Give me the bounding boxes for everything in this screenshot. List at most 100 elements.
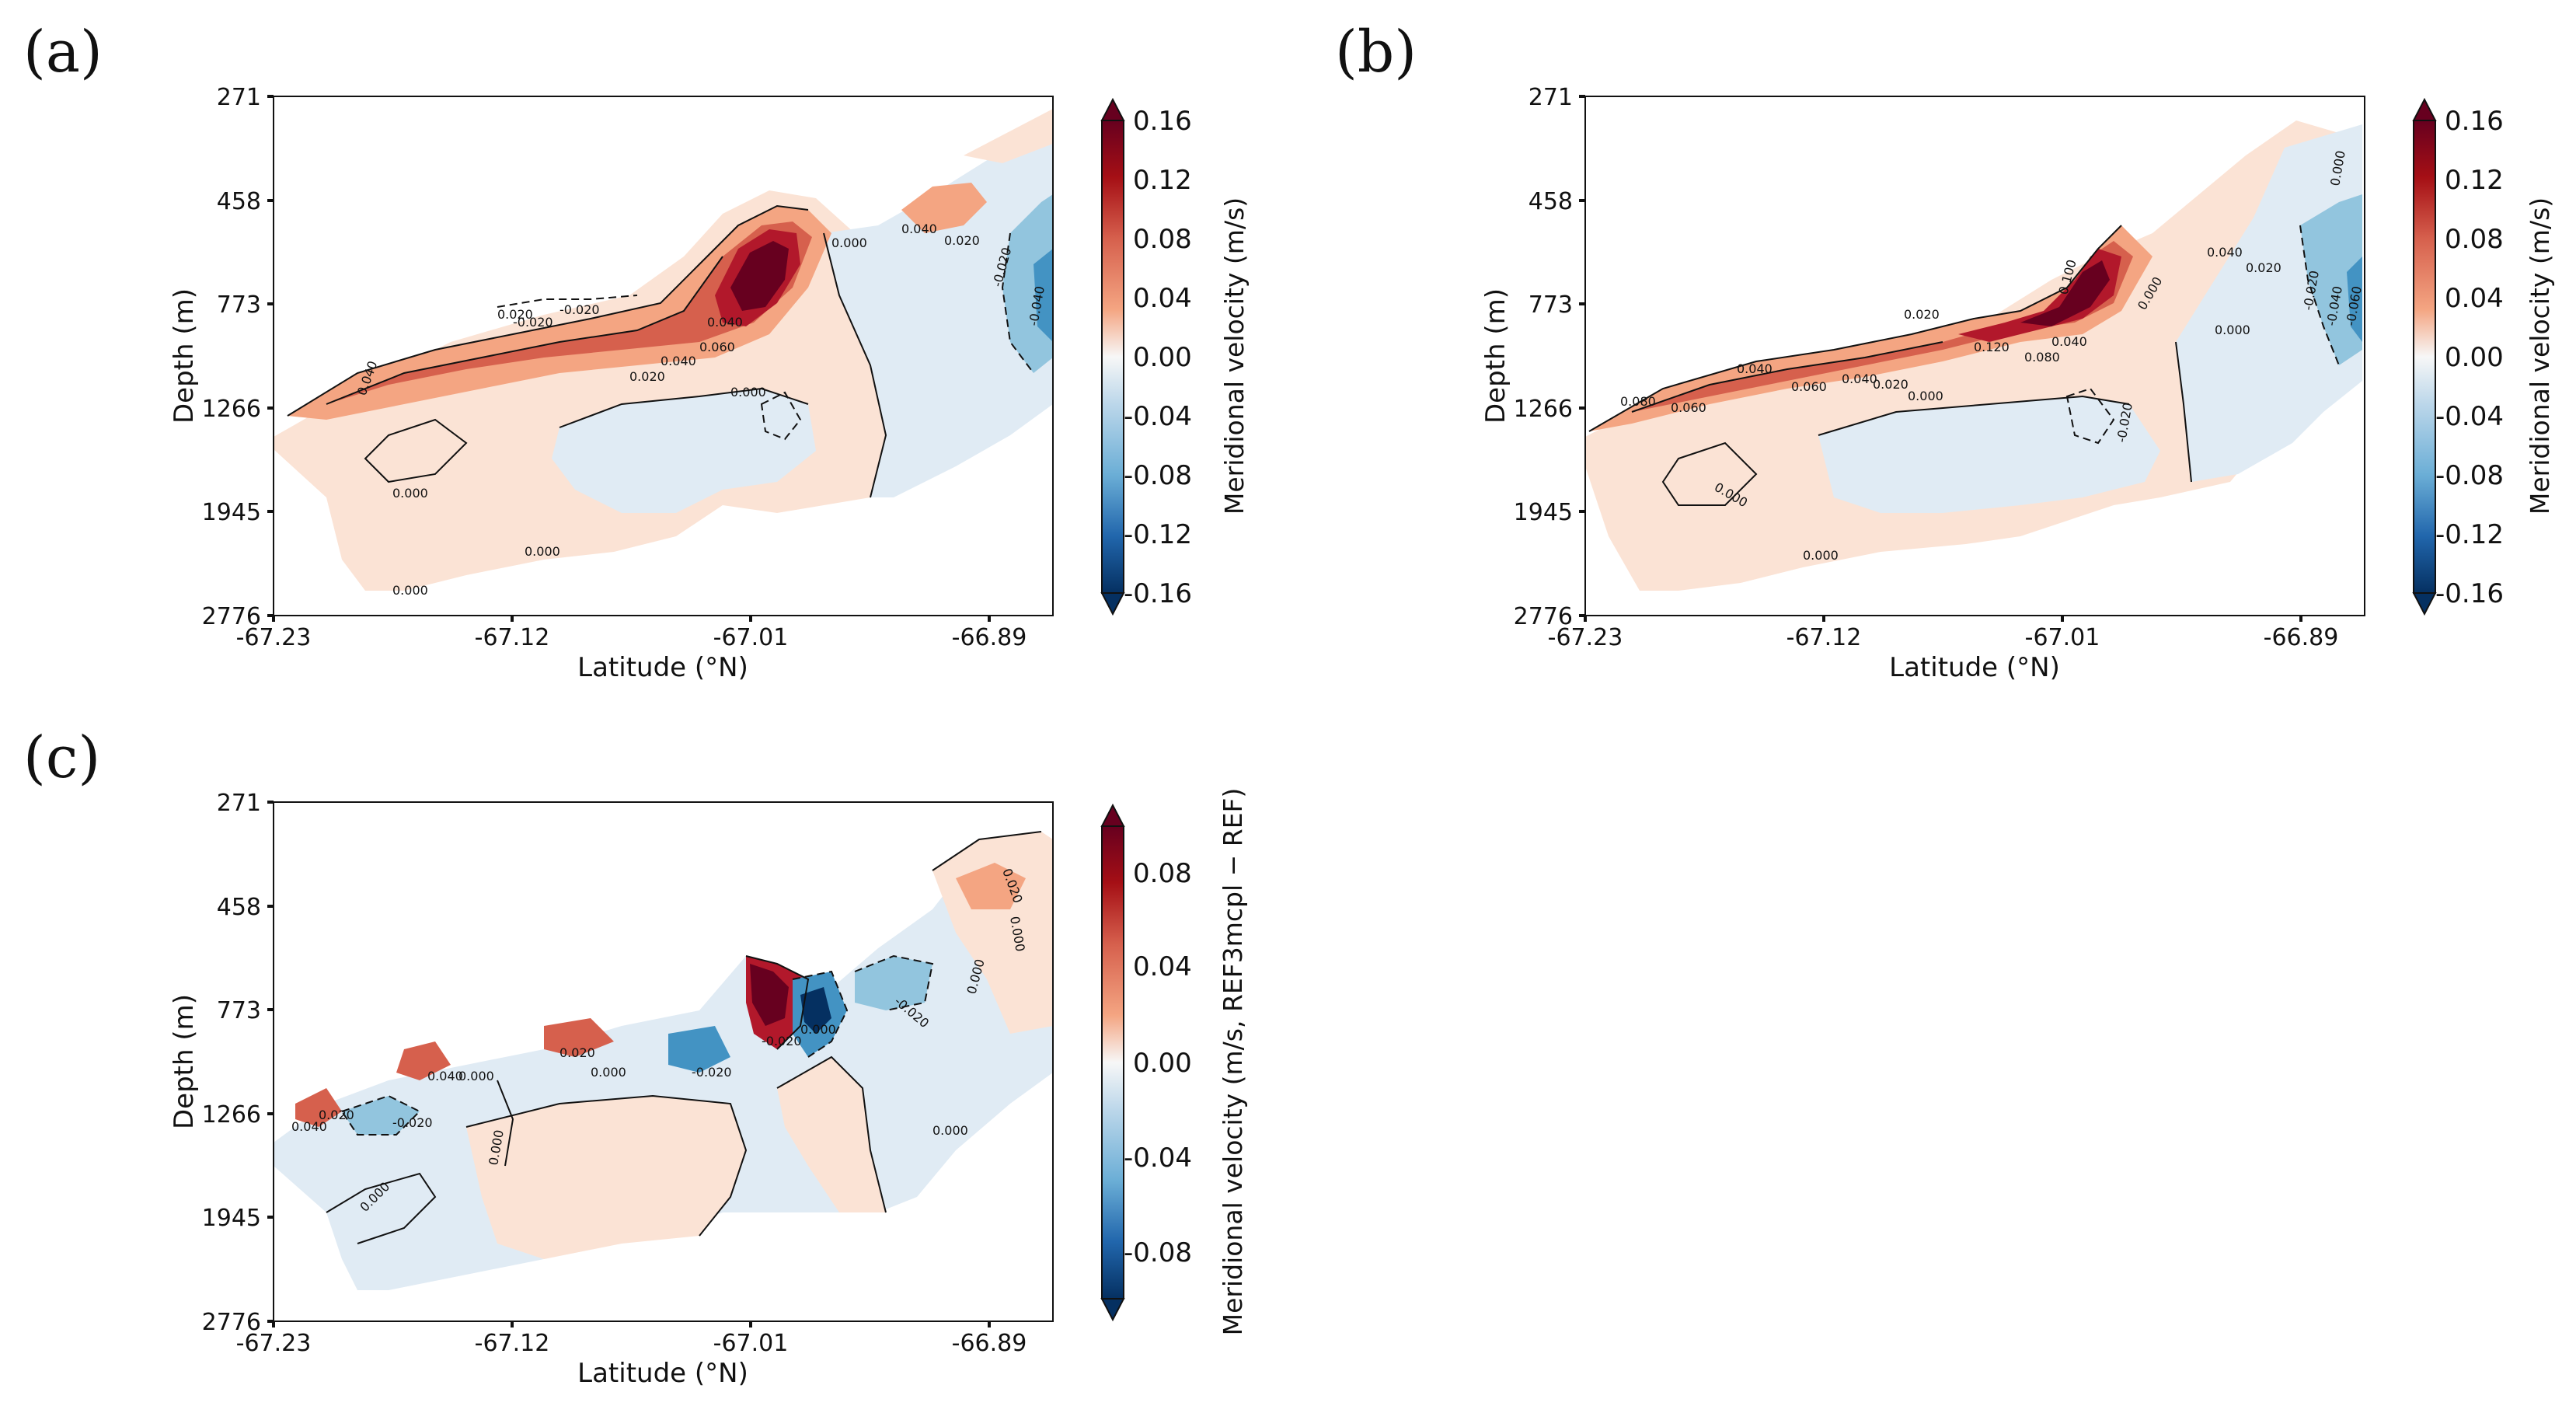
panel-b-ytick-label: 458 <box>1529 188 1573 215</box>
panel-a-cb-tick: 0.00 <box>1133 342 1192 373</box>
panel-a-contour-4 <box>559 387 809 428</box>
panel-c-clabel-4: 0.040 <box>427 1069 463 1083</box>
panel-a-cb-tick: -0.16 <box>1124 578 1192 609</box>
panel-a-contour-2 <box>326 256 723 405</box>
panel-a-xtick-label: -67.12 <box>475 624 550 651</box>
panel-b-region-neg-mid <box>1818 396 2160 513</box>
panel-a-region-jet-core <box>730 241 789 311</box>
panel-c-colorbar: 0.08 0.04 0.00 -0.04 -0.08 Meridional ve… <box>1100 788 1248 1336</box>
panel-c-contour-1 <box>465 1094 748 1237</box>
panel-a-axes-frame <box>273 96 1054 616</box>
panel-c-ytick-label: 1266 <box>202 1101 261 1129</box>
panel-c-region-pos-4 <box>956 863 1026 909</box>
panel-c-colorbar-top-arrow <box>1100 803 1125 827</box>
panel-c-clabel-7: 0.000 <box>591 1065 626 1080</box>
panel-b-ytick-label: 773 <box>1529 291 1573 319</box>
panel-c-contour-3 <box>932 831 1042 871</box>
panel-b-region-neg-core2 <box>2347 256 2362 342</box>
panel-c-xtick-label: -67.12 <box>475 1330 550 1357</box>
panel-b-clabel-15: 0.020 <box>1904 307 1940 322</box>
panel-c-region-pos-sw <box>295 1088 342 1127</box>
panel-b-clabel-10: 0.040 <box>2051 334 2087 349</box>
panel-b-xtick-label: -67.23 <box>1548 624 1623 651</box>
panel-b-cb-tick: -0.08 <box>2435 460 2504 491</box>
panel-b-cb-tick: 0.08 <box>2445 224 2504 255</box>
panel-a-colorbar-top-arrow <box>1100 97 1125 121</box>
panel-b-contour-7 <box>2065 387 2115 445</box>
panel-c-clabel-15: 0.000 <box>932 1123 968 1138</box>
panel-b-clabel-18: 0.000 <box>2215 323 2250 337</box>
panel-b-xlabel: Latitude (°N) <box>1889 652 2060 683</box>
panel-a-colorbar-label: Meridional velocity (m/s) <box>1219 197 1250 515</box>
panel-b-ytick-label: 2776 <box>1514 603 1573 630</box>
panel-a-cb-tick: 0.12 <box>1133 165 1192 196</box>
panel-a-contour-1 <box>287 204 809 417</box>
panel-b-ytick-label: 271 <box>1529 84 1573 111</box>
panel-a-cb-tick: -0.04 <box>1124 401 1192 432</box>
panel-b-colorbar-top-arrow <box>2412 97 2437 121</box>
panel-b-colorbar-label: Meridional velocity (m/s) <box>2525 197 2555 515</box>
panel-a-clabel-10: 0.000 <box>525 544 560 559</box>
panel-b-cb-tick: 0.12 <box>2445 165 2504 196</box>
panel-c-ylabel: Depth (m) <box>169 994 200 1129</box>
panel-b-contour-1 <box>1588 225 2122 432</box>
panel-c-axes-frame <box>273 801 1054 1322</box>
panel-c-clabel-5: 0.000 <box>458 1069 494 1083</box>
panel-a-ytick-label: 1266 <box>202 396 261 423</box>
panel-a-letter: (a) <box>23 19 103 85</box>
panel-c-cb-tick: -0.04 <box>1124 1143 1192 1174</box>
panel-a-colorbar: 0.16 0.12 0.08 0.04 0.00 -0.04 -0.08 -0.… <box>1100 97 1250 616</box>
panel-c-clabel-8: -0.020 <box>692 1065 732 1080</box>
panel-a-cb-tick: 0.04 <box>1133 283 1192 314</box>
panel-b-contour-5 <box>1661 441 1758 506</box>
panel-b-cb-tick: -0.16 <box>2435 578 2504 609</box>
panel-a-clabel-6: 0.040 <box>661 354 696 368</box>
panel-c-region-pos-core2 <box>750 964 789 1026</box>
panel-c-cb-tick: -0.08 <box>1124 1237 1192 1268</box>
panel-a-plot-area: 0.040 0.020 -0.020 -0.020 0.060 0.040 0.… <box>274 109 1053 598</box>
panel-b-region-neg-core <box>2300 194 2362 365</box>
panel-a-region-neg-mid <box>552 389 816 513</box>
panel-b-clabel-1: 0.080 <box>1620 394 1656 409</box>
panel-a-contour-8 <box>760 391 802 441</box>
panel-c-ytick-label: 1945 <box>202 1205 261 1232</box>
panel-a-colorbar-bottom-arrow <box>1100 592 1125 616</box>
panel-c-contour-2 <box>776 1055 887 1213</box>
panel-b-xtick-label: -66.89 <box>2264 624 2339 651</box>
panel-b-letter: (b) <box>1335 19 1417 85</box>
panel-c-xlabel: Latitude (°N) <box>577 1358 748 1389</box>
panel-a-cb-tick: -0.08 <box>1124 460 1192 491</box>
panel-b-clabel-5: 0.040 <box>1842 372 1877 386</box>
panel-b-axes-frame <box>1584 96 2365 616</box>
panel-a-region-pos-ne <box>964 109 1053 163</box>
panel-a-cb-tick: 0.16 <box>1133 106 1192 137</box>
panel-c-cb-tick: 0.00 <box>1133 1048 1192 1079</box>
panel-c-region-neg-w <box>668 1026 730 1073</box>
panel-a-region-ne-pos <box>901 183 987 233</box>
panel-b-cb-tick: -0.04 <box>2435 401 2504 432</box>
panel-b-colorbar-bottom-arrow <box>2412 592 2437 616</box>
panel-b-cb-tick: 0.04 <box>2445 283 2504 314</box>
panel-c-ytick-label: 2776 <box>202 1309 261 1336</box>
panel-b-clabel-16: 0.040 <box>2207 245 2243 260</box>
panel-a-cb-tick: -0.12 <box>1124 519 1192 550</box>
panel-b-colorbar: 0.16 0.12 0.08 0.04 0.00 -0.04 -0.08 -0.… <box>2412 97 2555 616</box>
panel-c-letter: (c) <box>23 724 100 791</box>
panel-a-clabel-13: 0.040 <box>901 222 937 236</box>
panel-c-colorbar-label: Meridional velocity (m/s, REF3mcpl − REF… <box>1218 788 1248 1336</box>
panel-a-cb-tick: 0.08 <box>1133 224 1192 255</box>
panel-a-contour-5 <box>364 418 468 483</box>
panel-b-region-neg-east <box>2176 124 2362 482</box>
panel-b-contour-6 <box>2299 225 2340 366</box>
panel-c-contour-8 <box>326 1172 437 1244</box>
panel-c-region-neg-core2 <box>800 987 831 1034</box>
panel-b-colorbar-bar <box>2413 120 2436 594</box>
panel-a-clabel-17: 0.040 <box>707 315 743 330</box>
panel-b-clabel-9: 0.080 <box>2024 350 2060 365</box>
panel-c-ytick-label: 458 <box>217 894 261 921</box>
panel-a-x-axis: -67.23 -67.12 -67.01 -66.89 <box>236 616 1027 651</box>
panel-c-clabel-10: 0.000 <box>800 1022 836 1037</box>
panel-a-xlabel: Latitude (°N) <box>577 652 748 683</box>
panel-c: 0.040 0.020 -0.020 0.040 0.000 0.020 0.0… <box>169 788 1248 1389</box>
panel-b-contour-3 <box>2175 341 2192 483</box>
